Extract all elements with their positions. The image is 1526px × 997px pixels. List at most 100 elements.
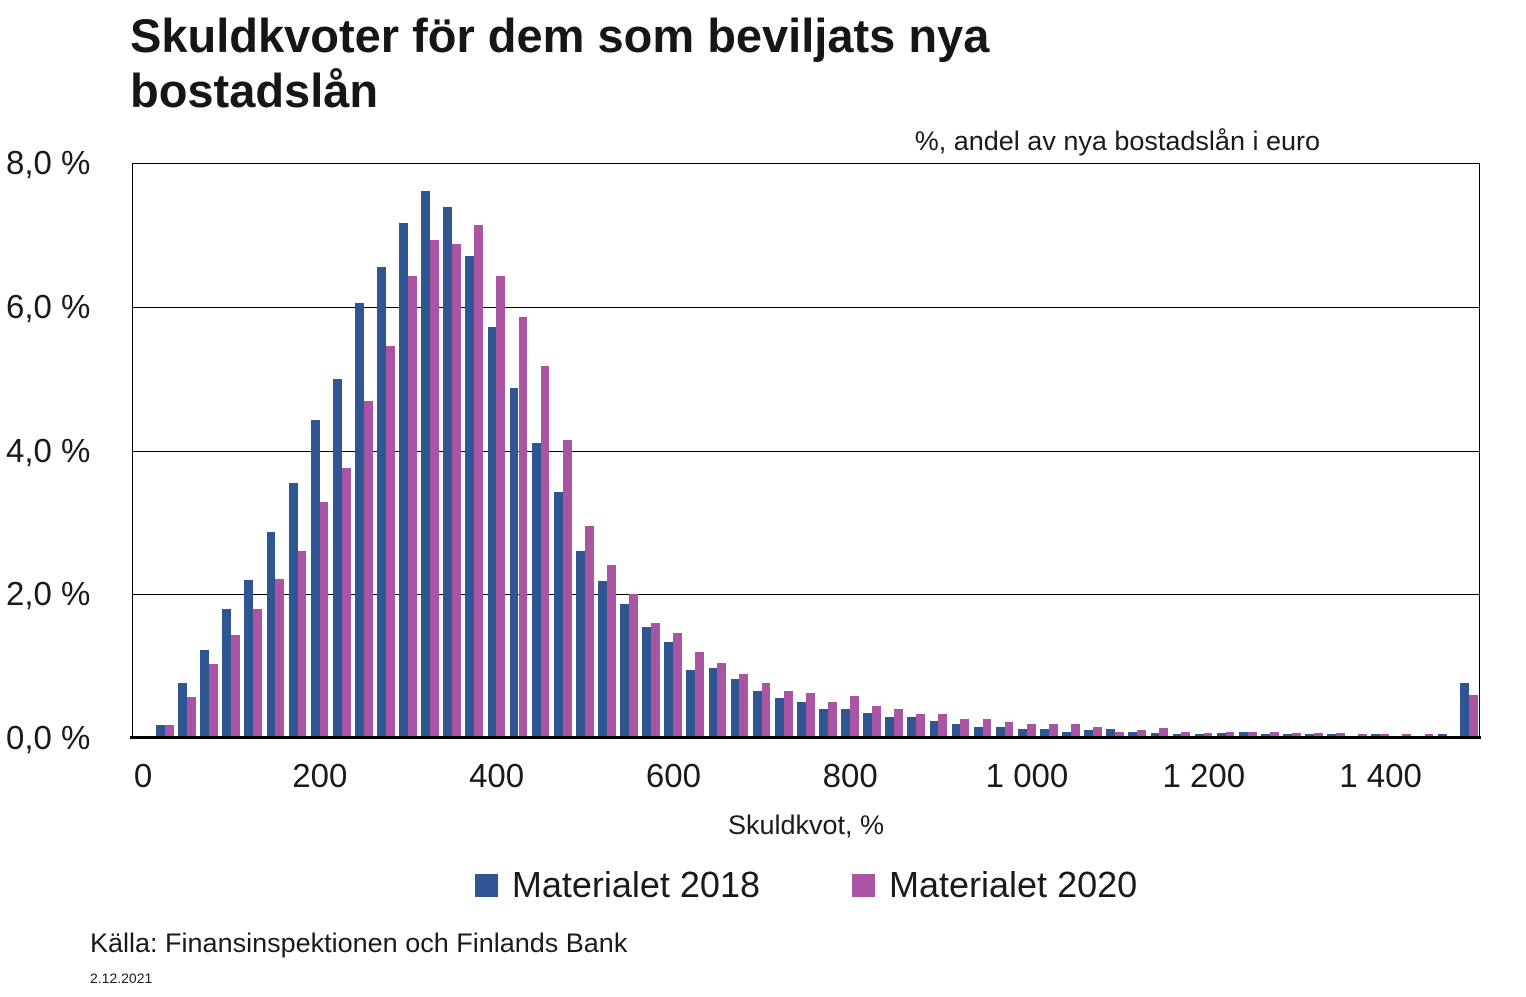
bar-2020-875: [916, 713, 926, 738]
y-tick-label-4: 4,0 %: [6, 431, 91, 469]
bar-2020-600: [673, 633, 683, 738]
bar-2020-1400: [1380, 733, 1390, 738]
bar-2018-925: [951, 724, 961, 738]
bar-2020-125: [253, 608, 263, 738]
legend: Materialet 2018 Materialet 2020: [132, 864, 1480, 906]
bar-2018-75: [200, 650, 210, 738]
x-tick-label-1200: 1 200: [1162, 757, 1246, 794]
bar-2018-375: [465, 255, 475, 738]
bar-2018-650: [708, 667, 718, 738]
bar-2018-125: [244, 579, 254, 738]
bar-2018-1075: [1084, 730, 1094, 738]
bar-2018-1175: [1172, 733, 1182, 738]
bar-2020-1275: [1269, 732, 1279, 738]
bar-2020-1025: [1048, 724, 1058, 738]
bar-2020-200: [319, 501, 329, 738]
source-text: Källa: Finansinspektionen och Finlands B…: [90, 928, 628, 958]
bar-2020-300: [408, 275, 417, 738]
bar-2018-875: [907, 717, 917, 738]
bar-2020-425: [518, 316, 528, 738]
bar-2020-550: [628, 593, 638, 738]
bar-2020-525: [606, 564, 616, 738]
bar-2020-1250: [1247, 731, 1257, 738]
bar-2020-1175: [1181, 732, 1191, 738]
chart-title: Skuldkvoter för dem som beviljats nya bo…: [130, 9, 990, 118]
legend-item-2018: Materialet 2018: [474, 864, 760, 906]
bar-2018-825: [863, 712, 873, 738]
bar-2018-725: [774, 698, 784, 738]
bar-2020-150: [275, 579, 285, 738]
bar-2018-1250: [1238, 732, 1248, 738]
bar-2020-375: [474, 224, 484, 738]
bar-2020-475: [562, 439, 572, 738]
y-tick-label-2: 2,0 %: [6, 575, 91, 613]
bar-2020-700: [761, 682, 771, 738]
x-tick-label-0: 0: [133, 757, 153, 794]
gridline-2: [132, 594, 1480, 596]
bar-2018-225: [332, 379, 342, 738]
bar-2020-1225: [1225, 731, 1235, 738]
bar-2020-1000: [1026, 723, 1036, 738]
y-tick-label-6: 6,0 %: [6, 287, 91, 325]
chart-subtitle: %, andel av nya bostadslån i euro: [914, 126, 1320, 156]
y-tick-label-8: 8,0 %: [6, 144, 91, 181]
bar-2020-1500: [1468, 694, 1478, 738]
bar-2018-1150: [1150, 732, 1160, 738]
bar-2018-525: [598, 581, 607, 738]
x-tick-label-400: 400: [469, 757, 525, 794]
bar-2020-250: [363, 400, 373, 738]
gridline-4: [132, 450, 1480, 452]
bar-2020-25: [164, 725, 174, 738]
bar-2018-425: [509, 387, 519, 738]
bar-2018-500: [575, 551, 585, 738]
bar-2018-50: [178, 683, 187, 738]
bar-2020-850: [894, 709, 903, 738]
y-tick-label-0: 0,0 %: [6, 719, 91, 756]
legend-label-2018: Materialet 2018: [511, 864, 760, 905]
bar-2018-175: [288, 482, 298, 738]
bar-2020-1350: [1336, 732, 1345, 738]
x-tick-label-600: 600: [645, 757, 701, 794]
bar-2020-400: [496, 275, 506, 738]
bar-2018-25: [156, 725, 165, 738]
bar-2018-250: [354, 303, 364, 738]
bar-2018-325: [421, 191, 431, 738]
bar-2018-150: [266, 532, 276, 738]
bar-2018-450: [531, 443, 541, 738]
bar-2020-1075: [1093, 727, 1102, 738]
bar-2020-1200: [1203, 732, 1213, 738]
bar-2020-625: [695, 652, 705, 738]
bar-2018-1200: [1194, 733, 1204, 738]
bar-2020-925: [960, 718, 970, 738]
bar-2020-575: [651, 623, 660, 738]
bar-2020-675: [739, 674, 749, 738]
bar-2018-400: [487, 326, 497, 738]
bar-2020-975: [1004, 722, 1014, 738]
bar-2020-450: [540, 366, 550, 738]
legend-label-2020: Materialet 2020: [889, 864, 1138, 905]
bar-2020-750: [805, 692, 815, 738]
x-axis-line: [130, 736, 1481, 739]
x-tick-label-200: 200: [292, 757, 348, 794]
bar-2018-700: [752, 690, 762, 738]
bar-2020-1125: [1137, 730, 1147, 738]
bar-2020-1325: [1314, 732, 1323, 738]
bar-2018-850: [885, 717, 895, 738]
bar-2018-950: [973, 726, 983, 738]
bar-2018-1225: [1216, 732, 1226, 738]
x-tick-label-1400: 1 400: [1339, 757, 1422, 794]
bar-2018-275: [377, 267, 386, 738]
bar-2018-550: [620, 603, 629, 738]
bar-2018-750: [796, 702, 806, 738]
bar-2018-1100: [1106, 729, 1116, 738]
bar-2018-100: [222, 608, 232, 738]
bar-2020-650: [717, 662, 727, 738]
bar-2020-950: [982, 719, 992, 738]
bar-2018-475: [553, 492, 563, 738]
bar-2018-1400: [1371, 733, 1381, 738]
bar-2018-625: [686, 669, 696, 738]
bar-2020-825: [872, 705, 881, 738]
bar-2018-900: [929, 721, 939, 738]
bar-2020-225: [341, 468, 351, 738]
bar-2020-725: [783, 690, 793, 738]
